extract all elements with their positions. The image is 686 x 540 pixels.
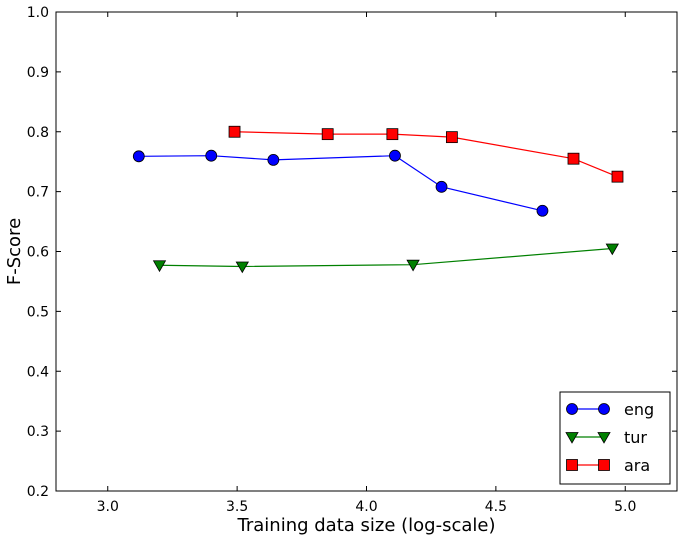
data-point-tur (152, 260, 167, 273)
series-line-eng (138, 155, 543, 212)
data-point-ara (567, 152, 580, 165)
series-line-ara (234, 131, 618, 178)
data-point-tur (605, 243, 620, 256)
data-point-ara (228, 125, 241, 138)
y-axis: 0.2 0.3 0.4 0.5 0.6 0.7 0.8 0.9 1.0 (27, 5, 677, 500)
x-tick-label: 5.0 (614, 499, 636, 515)
legend-marker (597, 432, 611, 444)
x-tick-label: 4.0 (355, 499, 377, 515)
data-point-eng (205, 149, 218, 162)
y-axis-label: F-Score (4, 218, 25, 285)
x-tick-label: 3.0 (97, 499, 119, 515)
data-point-ara (386, 128, 399, 141)
legend-marker (566, 459, 578, 471)
y-tick-label: 0.2 (27, 484, 49, 500)
data-point-ara (321, 128, 334, 141)
legend-frame (559, 391, 671, 485)
legend-marker (598, 403, 610, 415)
y-tick-label: 0.7 (27, 185, 49, 201)
legend-label: ara (624, 456, 650, 475)
data-point-eng (267, 153, 280, 166)
legend-item-tur: tur (565, 428, 647, 447)
series-line-tur (159, 247, 613, 268)
y-tick-label: 0.3 (27, 424, 49, 440)
y-tick-label: 0.8 (27, 125, 49, 141)
y-tick-label: 0.5 (27, 304, 49, 320)
legend-label: eng (624, 400, 654, 419)
data-point-eng (389, 149, 401, 162)
legend-label: tur (624, 428, 647, 447)
legend-item-ara: ara (566, 456, 650, 475)
legend-marker (598, 459, 610, 471)
legend-marker (565, 432, 579, 444)
y-tick-label: 0.4 (27, 364, 49, 380)
y-tick-label: 0.9 (27, 65, 49, 81)
legend-marker (566, 403, 578, 415)
x-axis: 3.0 3.5 4.0 4.5 5.0 (97, 12, 636, 515)
data-point-ara (445, 131, 458, 144)
y-tick-label: 1.0 (27, 5, 49, 21)
data-point-eng (536, 204, 549, 217)
series-tur (152, 243, 620, 274)
series-ara (228, 125, 624, 183)
x-axis-label: Training data size (log-scale) (237, 515, 496, 536)
x-tick-label: 3.5 (226, 499, 248, 515)
data-point-eng (435, 180, 448, 193)
data-point-ara (611, 170, 624, 183)
x-tick-label: 4.5 (485, 499, 507, 515)
y-tick-label: 0.6 (27, 245, 49, 261)
data-point-tur (235, 261, 249, 274)
series-eng (132, 149, 549, 217)
legend-item-eng: eng (566, 400, 654, 419)
data-point-eng (132, 150, 145, 163)
series-layer (132, 125, 624, 274)
legend: eng tur ara (559, 391, 671, 485)
data-point-tur (406, 259, 420, 272)
